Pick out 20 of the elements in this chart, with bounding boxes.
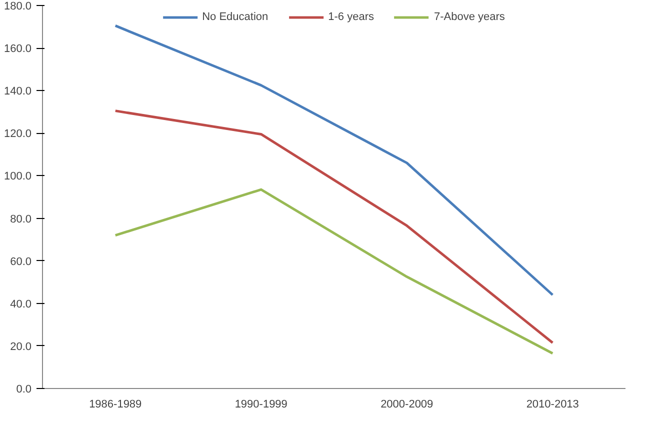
line-series <box>114 110 554 344</box>
y-tick-label: 60.0 <box>10 256 32 268</box>
y-tick-label: 120.0 <box>4 128 32 140</box>
y-tick-label: 80.0 <box>10 213 32 226</box>
y-tick-label: 20.0 <box>10 340 32 353</box>
legend-label: 1-6 years <box>328 11 374 23</box>
y-tick-label: 100.0 <box>4 170 32 183</box>
y-tick-label: 40.0 <box>10 298 32 310</box>
y-tick-label: 180.0 <box>4 0 32 12</box>
y-tick-label: 140.0 <box>4 86 32 98</box>
legend-label: No Education <box>202 11 268 23</box>
legend-label: 7-Above years <box>434 11 505 23</box>
x-tick-label: 1990-1999 <box>234 398 288 410</box>
y-tick-label: 160.0 <box>4 43 32 56</box>
x-tick-label: 2010-2013 <box>526 398 579 410</box>
x-tick-label: 1986-1989 <box>89 398 142 410</box>
line-series <box>114 24 554 296</box>
y-tick-label: 0.0 <box>16 384 32 396</box>
x-tick-label: 2000-2009 <box>380 398 434 410</box>
line-series <box>114 188 554 355</box>
